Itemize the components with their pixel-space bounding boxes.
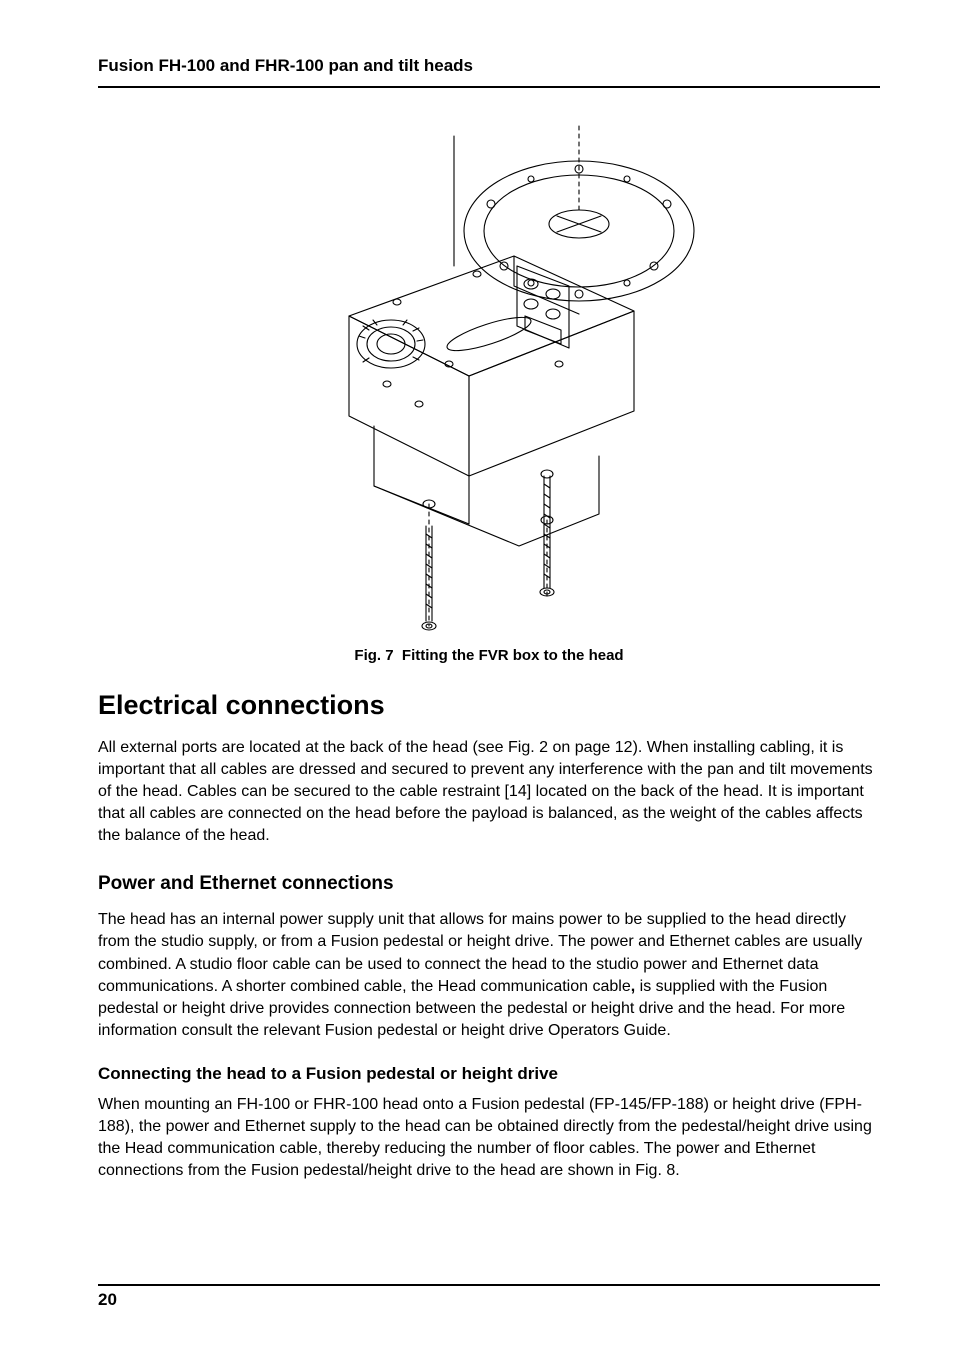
running-header: Fusion FH-100 and FHR-100 pan and tilt h… bbox=[98, 56, 880, 88]
figure-7-caption: Fig. 7 Fitting the FVR box to the head bbox=[98, 647, 880, 664]
heading-power-ethernet: Power and Ethernet connections bbox=[98, 873, 880, 895]
figure-caption-prefix: Fig. 7 bbox=[354, 647, 393, 664]
para-power-ethernet: The head has an internal power supply un… bbox=[98, 909, 880, 1041]
figure-caption-text: Fitting the FVR box to the head bbox=[402, 647, 624, 664]
heading-connecting-pedestal: Connecting the head to a Fusion pedestal… bbox=[98, 1064, 880, 1084]
page-footer: 20 bbox=[98, 1284, 880, 1310]
para-connecting-pedestal: When mounting an FH-100 or FHR-100 head … bbox=[98, 1094, 880, 1182]
para-electrical-intro: All external ports are located at the ba… bbox=[98, 737, 880, 847]
page: Fusion FH-100 and FHR-100 pan and tilt h… bbox=[0, 0, 954, 1352]
heading-electrical-connections: Electrical connections bbox=[98, 690, 880, 721]
figure-7-svg bbox=[279, 116, 699, 636]
page-number: 20 bbox=[98, 1290, 117, 1309]
figure-7: Fig. 7 Fitting the FVR box to the head bbox=[98, 116, 880, 664]
